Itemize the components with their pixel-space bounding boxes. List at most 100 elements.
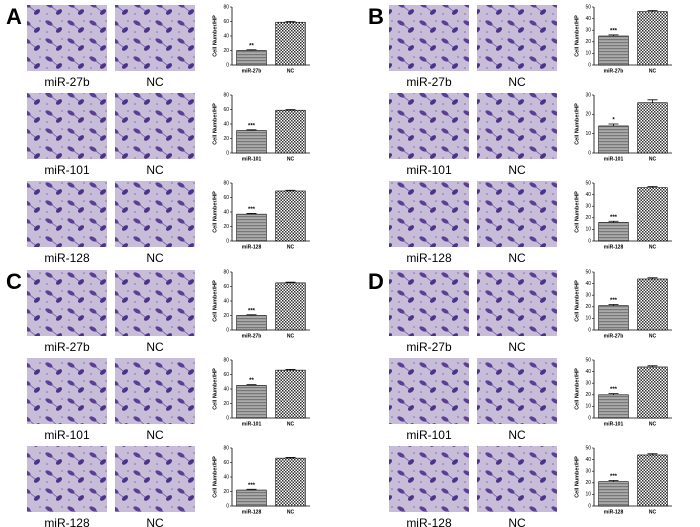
x-tick-label: miR-27b (604, 333, 624, 339)
y-tick-label: 40 (223, 121, 229, 127)
image-caption: miR-101 (44, 163, 90, 177)
image-caption: miR-128 (44, 516, 90, 527)
error-bar (608, 393, 619, 395)
y-axis-label: Cell Number/HP (574, 15, 580, 57)
error-bar (647, 186, 658, 188)
error-bar (246, 213, 257, 215)
x-tick-label: miR-128 (242, 509, 262, 515)
y-tick-label: 60 (223, 284, 229, 290)
y-tick-label: 40 (223, 209, 229, 215)
error-bar (647, 453, 658, 455)
x-tick-label: miR-101 (604, 156, 624, 162)
y-tick-label: 40 (223, 298, 229, 304)
micrograph (389, 358, 469, 424)
significance-label: ** (249, 43, 254, 49)
bar (598, 305, 629, 331)
y-tick-label: 20 (585, 304, 591, 310)
image-caption: NC (146, 251, 164, 265)
error-bar (285, 457, 296, 459)
error-bar (285, 21, 296, 23)
bar (236, 213, 267, 242)
y-axis-label: Cell Number/HP (212, 15, 218, 57)
y-tick-label: 0 (588, 327, 591, 333)
image-caption: miR-101 (406, 163, 452, 177)
y-axis-label: Cell Number/HP (212, 191, 218, 233)
y-tick-label: 30 (585, 28, 591, 34)
panel-label: B (368, 4, 384, 29)
y-tick-label: 40 (223, 474, 229, 480)
error-bar (285, 281, 296, 283)
bar (598, 35, 629, 66)
significance-label: *** (610, 387, 618, 393)
bar (236, 130, 267, 154)
significance-label: *** (610, 215, 618, 221)
y-tick-label: 20 (585, 480, 591, 486)
y-tick-label: 40 (585, 16, 591, 22)
micrograph (115, 181, 195, 247)
bar (275, 190, 306, 242)
y-tick-label: 0 (226, 503, 229, 509)
y-tick-label: 30 (585, 469, 591, 475)
y-tick-label: 80 (223, 4, 229, 10)
y-tick-label: 50 (585, 445, 591, 451)
bar (637, 102, 668, 154)
x-tick-label: NC (649, 421, 657, 427)
bar (598, 394, 629, 419)
micrograph (477, 270, 557, 336)
image-caption: miR-27b (44, 75, 90, 89)
error-bar (246, 129, 257, 131)
image-caption: NC (146, 516, 164, 527)
x-tick-label: NC (287, 156, 295, 162)
x-tick-label: miR-101 (242, 421, 262, 427)
micrograph (27, 181, 107, 247)
y-tick-label: 30 (585, 92, 591, 98)
y-axis-label: Cell Number/HP (212, 103, 218, 145)
significance-label: *** (248, 308, 256, 314)
bar (598, 125, 629, 154)
x-tick-label: NC (287, 421, 295, 427)
y-tick-label: 30 (585, 204, 591, 210)
image-caption: miR-27b (406, 340, 452, 354)
x-tick-label: NC (649, 68, 657, 74)
error-bar (647, 10, 658, 12)
micrograph (477, 358, 557, 424)
error-bar (285, 189, 296, 191)
bar (637, 366, 668, 419)
bar (637, 454, 668, 507)
y-axis-label: Cell Number/HP (574, 368, 580, 410)
image-caption: NC (146, 428, 164, 442)
micrograph (115, 93, 195, 159)
y-tick-label: 0 (588, 238, 591, 244)
y-tick-label: 80 (223, 92, 229, 98)
y-tick-label: 40 (223, 33, 229, 39)
micrograph (389, 93, 469, 159)
panel-label: C (6, 269, 22, 294)
y-tick-label: 0 (588, 503, 591, 509)
image-caption: NC (146, 75, 164, 89)
y-tick-label: 20 (223, 313, 229, 319)
significance-label: *** (248, 483, 256, 489)
error-bar (647, 99, 658, 103)
x-tick-label: NC (287, 333, 295, 339)
y-axis-label: Cell Number/HP (574, 456, 580, 498)
bar (637, 11, 668, 66)
y-tick-label: 20 (585, 392, 591, 398)
error-bar (608, 480, 619, 482)
y-tick-label: 40 (585, 281, 591, 287)
image-caption: NC (146, 340, 164, 354)
micrograph (389, 181, 469, 247)
image-caption: NC (508, 75, 526, 89)
x-tick-label: miR-128 (604, 509, 624, 515)
image-caption: miR-128 (44, 251, 90, 265)
y-tick-label: 60 (223, 460, 229, 466)
y-axis-label: Cell Number/HP (212, 280, 218, 322)
micrograph (477, 181, 557, 247)
bar (236, 385, 267, 419)
y-tick-label: 0 (588, 150, 591, 156)
image-caption: miR-101 (44, 428, 90, 442)
y-tick-label: 20 (223, 136, 229, 142)
y-tick-label: 40 (223, 386, 229, 392)
micrograph (115, 358, 195, 424)
panel-label: D (368, 269, 384, 294)
